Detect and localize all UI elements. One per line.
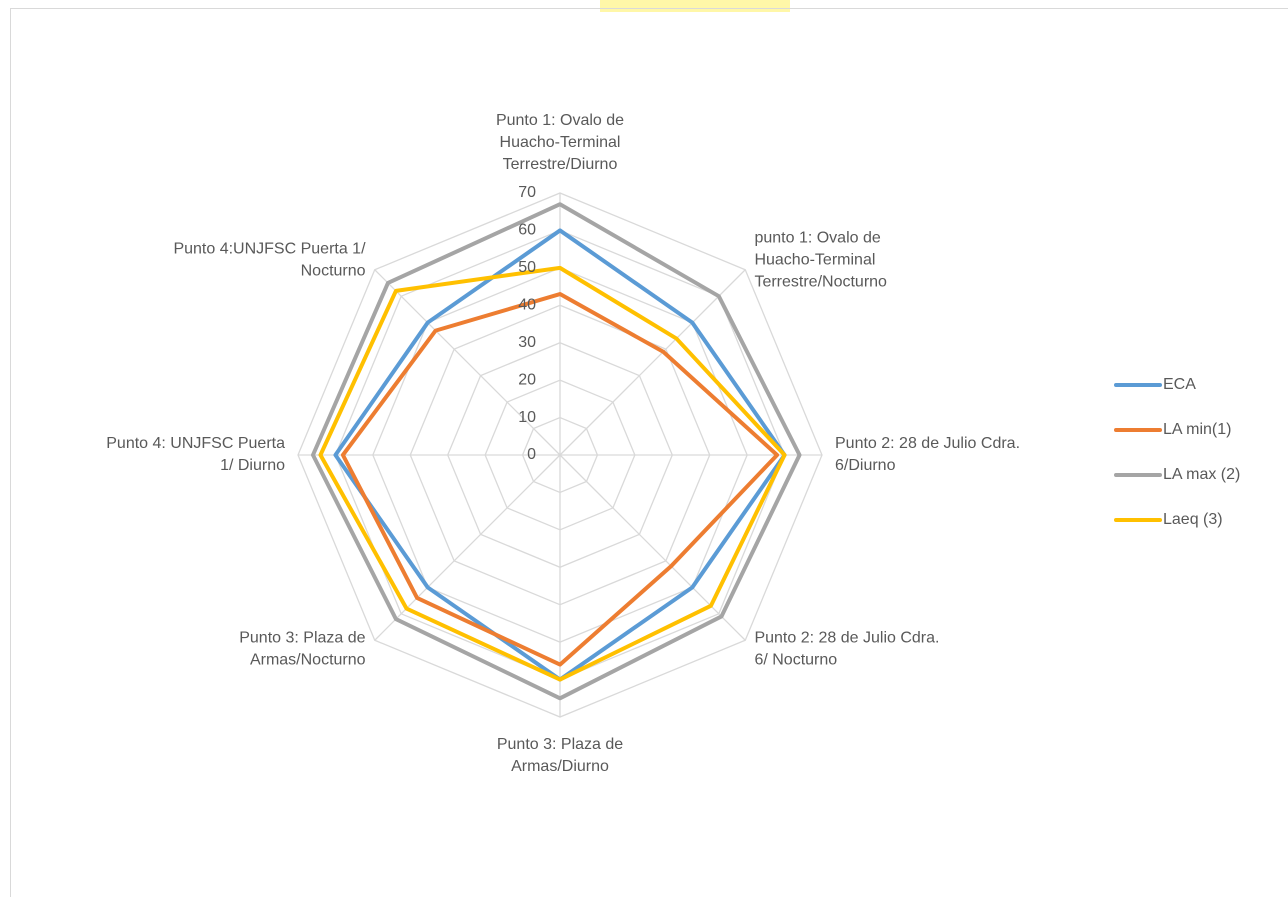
tick-label: 40 — [518, 297, 536, 314]
tick-label: 0 — [527, 446, 536, 463]
grid — [297, 192, 823, 718]
series-line — [318, 265, 787, 682]
category-label: Punto 2: 28 de Julio Cdra. 6/ Nocturno — [754, 630, 939, 669]
tick-label: 50 — [518, 259, 536, 276]
category-label: Punto 1: Ovalo de Huacho-Terminal Terrestr… — [496, 112, 624, 173]
category-label: Punto 2: 28 de Julio Cdra. 6/Diurno — [835, 435, 1020, 474]
series-line — [340, 292, 780, 667]
category-label: Punto 4: UNJFSC Puerta 1/ Diurno — [106, 435, 285, 474]
category-label: Punto 4:UNJFSC Puerta 1/Nocturno — [173, 241, 366, 280]
tick-label: 20 — [518, 371, 536, 388]
spoke — [374, 269, 561, 456]
chart-border — [10, 8, 1288, 897]
series-line — [310, 202, 802, 701]
legend-label: ECA — [1163, 376, 1196, 393]
legend-label: Laeq (3) — [1163, 511, 1223, 528]
tick-label: 60 — [518, 222, 536, 239]
category-label: Punto 3: Plaza de Armas/Nocturno — [239, 630, 365, 669]
tick-label: 30 — [518, 334, 536, 351]
legend-label: LA max (2) — [1163, 466, 1240, 483]
spoke — [559, 454, 746, 641]
tick-label: 10 — [518, 409, 536, 426]
category-label: Punto 3: Plaza de Armas/Diurno — [497, 736, 623, 775]
labels: 0 10 20 30 40 50 60 70 Punto 1: Ovalo de Huacho-T… — [106, 112, 1240, 775]
spoke — [559, 269, 746, 456]
category-label: punto 1: Ovalo de Huacho-Terminal Terrestr… — [754, 230, 887, 291]
legend-label: LA min(1) — [1163, 421, 1231, 438]
highlight — [600, 0, 790, 12]
series-lines — [310, 202, 802, 701]
tick-label: 70 — [518, 184, 536, 201]
